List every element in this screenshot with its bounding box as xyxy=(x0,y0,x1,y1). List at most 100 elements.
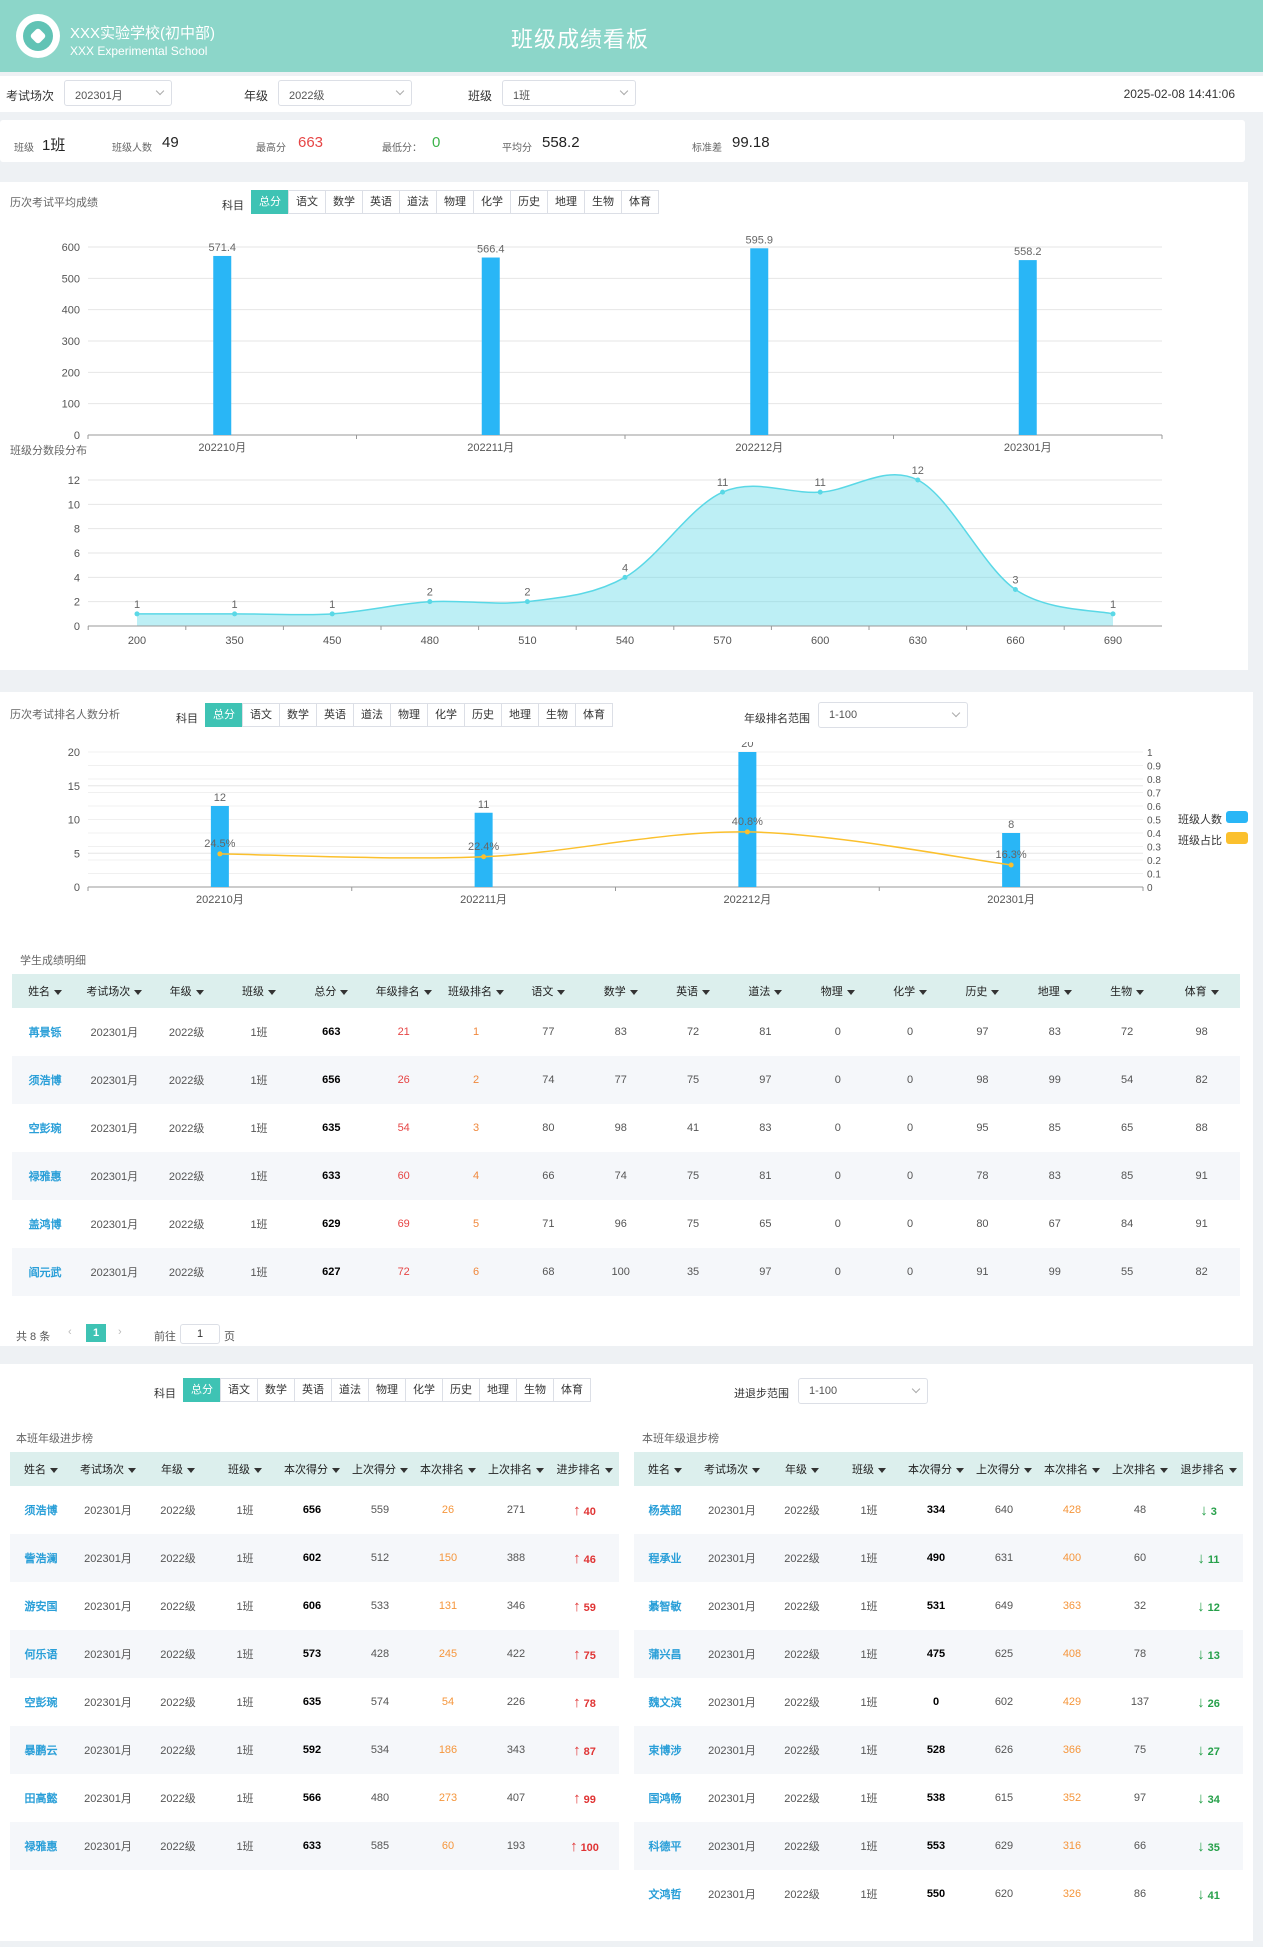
tab-subject-1[interactable]: 语文 xyxy=(220,1378,258,1402)
sort-caret-icon[interactable] xyxy=(991,989,1000,995)
column-header[interactable]: 地理 xyxy=(1018,974,1091,1008)
column-header[interactable]: 上次得分 xyxy=(346,1452,414,1486)
column-header[interactable]: 年级 xyxy=(144,1452,212,1486)
column-header[interactable]: 化学 xyxy=(873,974,947,1008)
sort-caret-icon[interactable] xyxy=(846,989,855,995)
student-name-link[interactable]: 田高懿 xyxy=(24,1793,58,1805)
column-header[interactable]: 上次排名 xyxy=(482,1452,550,1486)
tab-subject-1[interactable]: 语文 xyxy=(242,703,280,727)
sort-caret-icon[interactable] xyxy=(752,1467,760,1473)
sort-caret-icon[interactable] xyxy=(496,989,505,995)
student-name-link[interactable]: 空彭琬 xyxy=(24,1697,58,1709)
sort-caret-icon[interactable] xyxy=(557,989,566,995)
tab-subject-10[interactable]: 体育 xyxy=(621,190,659,214)
student-name-link[interactable]: 杨英韶 xyxy=(648,1505,682,1517)
tab-subject-3[interactable]: 英语 xyxy=(316,703,354,727)
tab-subject-4[interactable]: 道法 xyxy=(399,190,437,214)
sort-caret-icon[interactable] xyxy=(50,1467,58,1473)
sort-caret-icon[interactable] xyxy=(254,1467,262,1473)
tab-subject-6[interactable]: 化学 xyxy=(405,1378,443,1402)
column-header[interactable]: 姓名 xyxy=(12,974,79,1008)
column-header[interactable]: 年级 xyxy=(768,1452,836,1486)
column-header[interactable]: 年级 xyxy=(150,974,223,1008)
tab-subject-2[interactable]: 数学 xyxy=(257,1378,295,1402)
student-name-link[interactable]: 魏文滨 xyxy=(648,1697,682,1709)
sort-caret-icon[interactable] xyxy=(134,989,143,995)
column-header[interactable]: 考试场次 xyxy=(78,974,151,1008)
student-name-link[interactable]: 禄雅惠 xyxy=(12,1152,79,1200)
tab-subject-4[interactable]: 道法 xyxy=(353,703,391,727)
column-header[interactable]: 历史 xyxy=(946,974,1019,1008)
grade-select[interactable]: 2022级 xyxy=(278,80,412,106)
sort-caret-icon[interactable] xyxy=(1063,989,1072,995)
sort-caret-icon[interactable] xyxy=(54,989,63,995)
column-header[interactable]: 考试场次 xyxy=(72,1452,144,1486)
sort-caret-icon[interactable] xyxy=(1092,1467,1100,1473)
column-header[interactable]: 语文 xyxy=(512,974,585,1008)
sort-caret-icon[interactable] xyxy=(1228,1467,1237,1473)
sort-caret-icon[interactable] xyxy=(674,1467,682,1473)
student-name-link[interactable]: 苒景铄 xyxy=(28,1027,62,1039)
tab-subject-9[interactable]: 生物 xyxy=(516,1378,554,1402)
column-header[interactable]: 班级 xyxy=(212,1452,278,1486)
student-name-link[interactable]: 须浩博 xyxy=(12,1056,79,1104)
tab-subject-0[interactable]: 总分 xyxy=(183,1378,221,1402)
column-header[interactable]: 上次排名 xyxy=(1106,1452,1174,1486)
tab-subject-3[interactable]: 英语 xyxy=(362,190,400,214)
sort-caret-icon[interactable] xyxy=(340,989,349,995)
student-name-link[interactable]: 束博涉 xyxy=(634,1726,696,1774)
tab-subject-2[interactable]: 数学 xyxy=(279,703,317,727)
column-header[interactable]: 姓名 xyxy=(10,1452,72,1486)
student-name-link[interactable]: 游安国 xyxy=(24,1601,58,1613)
sort-caret-icon[interactable] xyxy=(629,989,638,995)
tab-subject-4[interactable]: 道法 xyxy=(331,1378,369,1402)
sort-caret-icon[interactable] xyxy=(268,989,276,995)
student-name-link[interactable]: 禄雅惠 xyxy=(10,1822,72,1870)
tab-subject-7[interactable]: 历史 xyxy=(464,703,502,727)
tab-subject-1[interactable]: 语文 xyxy=(288,190,326,214)
column-header[interactable]: 数学 xyxy=(584,974,657,1008)
page-1-button[interactable]: 1 xyxy=(86,1324,106,1342)
student-name-link[interactable]: 阎元武 xyxy=(12,1248,79,1296)
column-header[interactable]: 进步排名 xyxy=(550,1452,619,1486)
progress-range-select[interactable]: 1-100 xyxy=(798,1378,928,1404)
column-header[interactable]: 生物 xyxy=(1090,974,1164,1008)
sort-caret-icon[interactable] xyxy=(1210,989,1219,995)
column-header[interactable]: 班级 xyxy=(222,974,296,1008)
student-name-link[interactable]: 訾浩澜 xyxy=(10,1534,72,1582)
sort-caret-icon[interactable] xyxy=(919,989,928,995)
student-name-link[interactable]: 国鸿畅 xyxy=(648,1793,682,1805)
tab-subject-5[interactable]: 物理 xyxy=(390,703,428,727)
tab-subject-0[interactable]: 总分 xyxy=(205,703,243,727)
sort-caret-icon[interactable] xyxy=(1136,989,1145,995)
column-header[interactable]: 班级 xyxy=(836,1452,902,1486)
sort-caret-icon[interactable] xyxy=(332,1467,340,1473)
sort-caret-icon[interactable] xyxy=(423,989,432,995)
tab-subject-8[interactable]: 地理 xyxy=(479,1378,517,1402)
tab-subject-6[interactable]: 化学 xyxy=(473,190,511,214)
tab-subject-0[interactable]: 总分 xyxy=(251,190,289,214)
student-name-link[interactable]: 盖鸿博 xyxy=(28,1219,62,1231)
tab-subject-5[interactable]: 物理 xyxy=(368,1378,406,1402)
tab-subject-9[interactable]: 生物 xyxy=(538,703,576,727)
student-name-link[interactable]: 须浩博 xyxy=(24,1505,58,1517)
sort-caret-icon[interactable] xyxy=(878,1467,886,1473)
tab-subject-9[interactable]: 生物 xyxy=(584,190,622,214)
tab-subject-6[interactable]: 化学 xyxy=(427,703,465,727)
student-name-link[interactable]: 空彭琬 xyxy=(28,1123,62,1135)
student-name-link[interactable]: 科德平 xyxy=(634,1822,696,1870)
column-header[interactable]: 退步排名 xyxy=(1174,1452,1243,1486)
student-name-link[interactable]: 暴鹏云 xyxy=(10,1726,72,1774)
column-header[interactable]: 物理 xyxy=(801,974,874,1008)
column-header[interactable]: 本次得分 xyxy=(278,1452,346,1486)
tab-subject-3[interactable]: 英语 xyxy=(294,1378,332,1402)
sort-caret-icon[interactable] xyxy=(1160,1467,1168,1473)
student-name-link[interactable]: 蒲兴昌 xyxy=(634,1630,696,1678)
column-header[interactable]: 道法 xyxy=(729,974,802,1008)
sort-caret-icon[interactable] xyxy=(702,989,711,995)
column-header[interactable]: 英语 xyxy=(656,974,730,1008)
student-name-link[interactable]: 程承业 xyxy=(634,1534,696,1582)
column-header[interactable]: 本次排名 xyxy=(1038,1452,1106,1486)
column-header[interactable]: 本次排名 xyxy=(414,1452,482,1486)
student-name-link[interactable]: 文鸿哲 xyxy=(648,1889,682,1901)
